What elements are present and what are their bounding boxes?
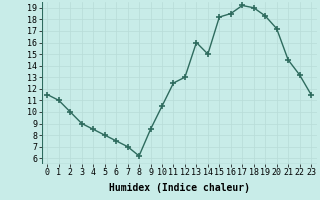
X-axis label: Humidex (Indice chaleur): Humidex (Indice chaleur) [109,183,250,193]
